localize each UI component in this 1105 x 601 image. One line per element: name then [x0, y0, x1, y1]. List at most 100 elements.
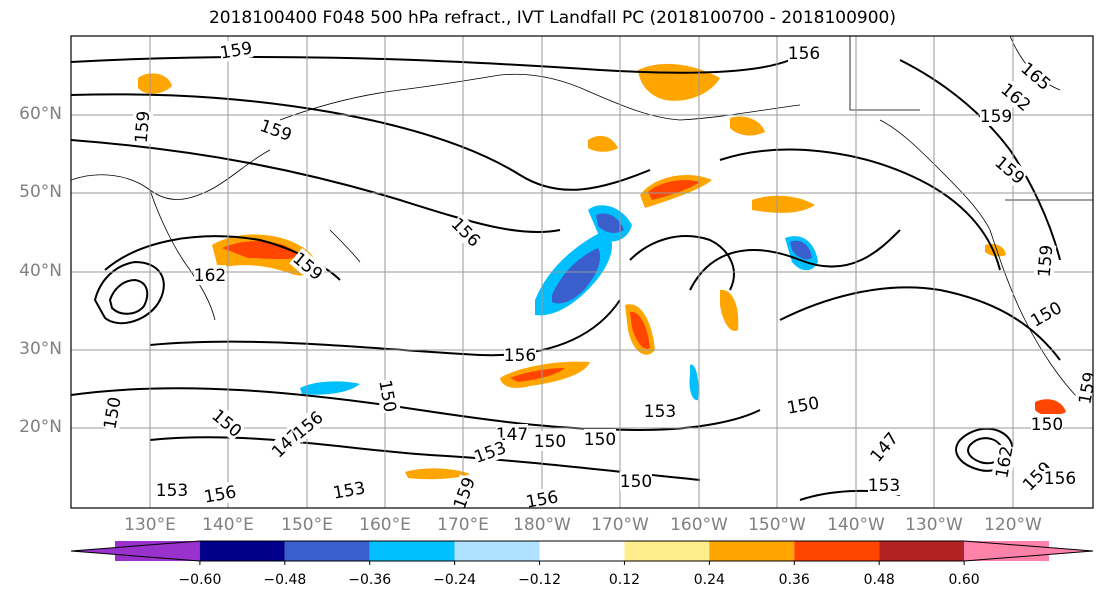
contour-label-bg — [997, 79, 1035, 115]
contour-label-bg — [534, 431, 566, 451]
contour-label: 153 — [868, 476, 900, 496]
contour-line — [71, 93, 651, 191]
colorbar-segment — [879, 541, 965, 561]
colorbar-segment — [709, 541, 795, 561]
lon-tick-label: 160°E — [359, 515, 411, 535]
contour-label: 150 — [534, 432, 566, 452]
contour-label-bg — [1027, 297, 1065, 331]
contour-label-bg — [584, 429, 616, 449]
anomaly-patch — [596, 213, 624, 233]
colorbar-segment — [624, 541, 710, 561]
lat-tick-label: 60°N — [19, 104, 62, 124]
lon-tick-label: 170°E — [437, 515, 489, 535]
lon-tick-label: 150°E — [281, 515, 333, 535]
contour-label-bg — [194, 265, 226, 285]
colorbar-segment — [454, 541, 540, 561]
colorbar-tick-label: 0.24 — [693, 572, 725, 588]
lon-tick-label: 140°E — [202, 515, 254, 535]
coastline — [279, 74, 501, 121]
contour-label-group: 156 — [1044, 468, 1076, 489]
contour-label-bg — [788, 43, 820, 63]
contour-label-group: 159 — [130, 110, 155, 144]
contour-label-bg — [208, 405, 246, 441]
colorbar-tick-label: −0.12 — [518, 572, 561, 588]
contour-line — [71, 139, 561, 234]
contour-label-group: 150 — [1031, 414, 1063, 435]
lat-tick-label: 50°N — [19, 182, 62, 202]
contour-label-bg — [1033, 244, 1057, 278]
contour-label: 162 — [194, 266, 226, 286]
contour-label-bg — [868, 475, 900, 495]
anomaly-patch — [720, 289, 739, 331]
lon-tick-label: 140°W — [827, 515, 885, 535]
contour-label: 156 — [1044, 469, 1076, 489]
lon-tick-label: 130°W — [905, 515, 963, 535]
anomaly-patch — [730, 116, 765, 136]
contour-label-bg — [289, 407, 327, 443]
contour-label-group: 153 — [156, 480, 188, 501]
contour-label: 159 — [1035, 244, 1058, 278]
contour-line — [629, 235, 735, 291]
anomaly-patch — [510, 368, 565, 382]
anomaly-patch — [790, 240, 812, 260]
contour-label: 159 — [132, 110, 155, 144]
colorbar-segment — [369, 541, 455, 561]
contour-label-bg — [218, 37, 254, 63]
contour-label-bg — [991, 444, 1017, 480]
contour-label: 150 — [1031, 415, 1063, 435]
colorbar-segment — [199, 541, 285, 561]
colorbar-tick-label: −0.36 — [348, 572, 392, 588]
lon-tick-label: 150°W — [748, 515, 806, 535]
anomaly-patch — [1035, 399, 1066, 416]
lat-tick-label: 20°N — [19, 417, 62, 437]
contour-label-bg — [496, 424, 528, 444]
colorbar-tick-label: 0.60 — [948, 572, 980, 588]
contour-label-bg — [644, 401, 676, 421]
contour-label-group: 150 — [584, 429, 616, 450]
anomaly-patch — [588, 135, 618, 152]
contour-label-bg — [1074, 370, 1093, 406]
colorbar-tick-label: −0.48 — [263, 572, 307, 588]
contour-label: 150 — [620, 472, 652, 492]
contour-label-bg — [504, 345, 536, 365]
contour-label-group: 150 — [620, 471, 652, 492]
contour-label-group: 159 — [1074, 370, 1093, 406]
contour-label: 147 — [496, 425, 528, 445]
contour-line — [71, 387, 761, 432]
contour-line — [149, 436, 701, 481]
contour-line — [149, 299, 621, 357]
contour-label-bg — [447, 213, 485, 251]
map-title: 2018100400 F048 500 hPa refract., IVT La… — [208, 8, 896, 28]
map-frame — [70, 35, 1094, 509]
colorbar-segment — [794, 541, 880, 561]
contour-label-group: 147 — [496, 424, 528, 445]
coastline — [499, 73, 801, 121]
contour-label-bg — [866, 428, 902, 466]
contour-label: 156 — [788, 44, 820, 64]
contour-label-bg — [331, 477, 367, 503]
contour-label-bg — [156, 480, 188, 500]
contour-label-group: 156 — [524, 486, 560, 508]
contour-label-group: 153 — [331, 477, 367, 504]
contour-label-group: 153 — [644, 401, 676, 422]
contour-label: 159 — [980, 107, 1012, 127]
contour-label: 150 — [584, 430, 616, 450]
coastline — [71, 149, 271, 200]
anomaly-patch — [552, 248, 601, 304]
anomaly-patch — [300, 381, 360, 395]
contour-label-group: 156 — [504, 345, 536, 366]
colorbar — [70, 540, 1094, 565]
colorbar-segment — [284, 541, 370, 561]
contour-label-bg — [130, 110, 154, 144]
lon-tick-label: 180°W — [513, 515, 571, 535]
contour-label-bg — [1031, 414, 1063, 434]
contour-label-bg — [257, 115, 295, 145]
contour-label-group: 150 — [534, 431, 566, 452]
contour-label-bg — [785, 392, 821, 418]
contour-line — [71, 55, 791, 74]
contour-label-bg — [375, 378, 401, 414]
contour-label-group: 156 — [788, 43, 820, 64]
colorbar-tick-label: −0.60 — [178, 572, 222, 588]
